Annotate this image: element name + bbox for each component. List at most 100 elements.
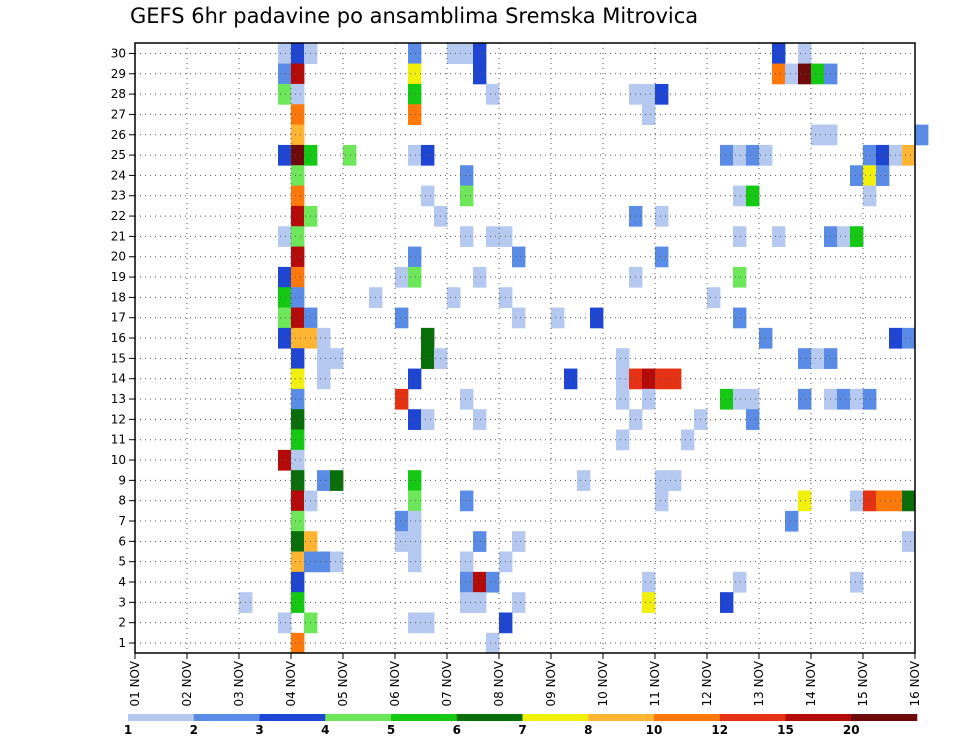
heatmap-cell: [811, 124, 825, 146]
y-tick-label: 22: [111, 209, 126, 223]
heatmap-cell: [642, 104, 656, 125]
heatmap-cell: [850, 388, 864, 410]
heatmap-cell: [746, 388, 760, 410]
y-axis-ticks: 1234567891011121314151617181920212223242…: [111, 46, 135, 650]
heatmap-cell: [460, 551, 474, 573]
y-tick-label: 9: [118, 473, 126, 487]
heatmap-cell: [473, 266, 487, 288]
y-tick-label: 16: [111, 331, 126, 345]
x-tick-label: 08 NOV: [492, 660, 506, 706]
heatmap-cell: [811, 63, 825, 85]
heatmap-cell: [278, 612, 292, 634]
heatmap-cell: [408, 510, 422, 532]
heatmap-cell: [291, 246, 305, 268]
heatmap-cell: [291, 368, 305, 390]
heatmap-cell: [291, 307, 305, 329]
heatmap-cell: [291, 470, 305, 491]
heatmap-cell: [291, 43, 305, 64]
heatmap-cell: [291, 185, 305, 207]
heatmap-cell: [421, 327, 435, 349]
x-tick-label: 03 NOV: [232, 660, 246, 706]
y-tick-label: 15: [111, 351, 126, 365]
heatmap-cell: [811, 348, 825, 369]
x-tick-label: 15 NOV: [856, 660, 870, 706]
heatmap-cell: [408, 266, 422, 288]
colorbar-segment: [391, 714, 458, 721]
heatmap-cell: [668, 368, 682, 390]
x-tick-label: 10 NOV: [596, 660, 610, 706]
plot-frame: [134, 42, 916, 654]
heatmap-cell: [798, 490, 812, 512]
colorbar-segment: [851, 714, 918, 721]
heatmap-cell: [902, 531, 916, 552]
heatmap-cell: [863, 144, 877, 166]
heatmap-cell: [863, 388, 877, 410]
heatmap-cell: [850, 571, 864, 593]
heatmap-cell: [317, 348, 331, 369]
colorbar-segment: [522, 714, 589, 721]
heatmap-cell: [720, 388, 734, 410]
x-tick-label: 01 NOV: [128, 660, 142, 706]
heatmap-cell: [460, 388, 474, 410]
heatmap-cell: [460, 226, 474, 247]
heatmap-cell: [447, 287, 461, 308]
heatmap-cell: [395, 388, 409, 410]
heatmap-cell: [291, 388, 305, 410]
heatmap-cell: [291, 165, 305, 186]
heatmap-cell: [421, 409, 435, 430]
heatmap-cell: [473, 63, 487, 85]
x-tick-label: 14 NOV: [804, 660, 818, 706]
heatmap-cell: [395, 510, 409, 532]
heatmap-cell: [473, 571, 487, 593]
y-tick-label: 21: [111, 229, 126, 243]
heatmap-cell: [512, 592, 526, 613]
heatmap-cell: [512, 531, 526, 552]
heatmap-cell: [291, 510, 305, 532]
heatmap-cell: [408, 409, 422, 430]
heatmap-cell: [655, 368, 669, 390]
colorbar-legend: 1 2 3 4 5 6 7 8 10 12 15 20: [124, 714, 918, 737]
heatmap-cell: [876, 165, 890, 186]
y-tick-label: 17: [111, 311, 126, 325]
x-tick-label: 06 NOV: [388, 660, 402, 706]
heatmap-cell: [278, 144, 292, 166]
x-tick-label: 11 NOV: [648, 660, 662, 706]
heatmap-cell: [408, 368, 422, 390]
heatmap-cell: [655, 246, 669, 268]
heatmap-cell: [317, 368, 331, 390]
heatmap-cell: [902, 327, 916, 349]
y-tick-label: 27: [111, 107, 126, 121]
y-tick-label: 7: [118, 514, 126, 528]
heatmap-cell: [642, 388, 656, 410]
heatmap-cell: [473, 43, 487, 64]
heatmap-cell: [876, 490, 890, 512]
y-tick-label: 5: [118, 555, 126, 569]
heatmap-cell: [408, 83, 422, 105]
heatmap-cell: [486, 83, 500, 105]
y-tick-label: 6: [118, 534, 126, 548]
heatmap-cell: [278, 307, 292, 329]
heatmap-cell: [395, 266, 409, 288]
colorbar-label: 8: [584, 723, 592, 737]
x-tick-label: 12 NOV: [700, 660, 714, 706]
heatmap-cell: [772, 63, 786, 85]
heatmap-cell: [837, 226, 851, 247]
heatmap-cell: [278, 226, 292, 247]
heatmap-cell: [473, 409, 487, 430]
heatmap-cell: [291, 124, 305, 146]
colorbar-segment: [128, 714, 195, 721]
heatmap-cell: [317, 551, 331, 573]
colorbar-label: 3: [255, 723, 263, 737]
heatmap-cell: [408, 43, 422, 64]
heatmap-cell: [291, 429, 305, 451]
heatmap-cell: [421, 185, 435, 207]
colorbar-label: 20: [843, 723, 860, 737]
heatmap-cell: [291, 449, 305, 471]
heatmap-cell: [291, 144, 305, 166]
heatmap-cell: [447, 43, 461, 64]
heatmap-cell: [876, 144, 890, 166]
heatmap-cell: [655, 205, 669, 227]
heatmap-cell: [395, 531, 409, 552]
heatmap-cell: [473, 531, 487, 552]
